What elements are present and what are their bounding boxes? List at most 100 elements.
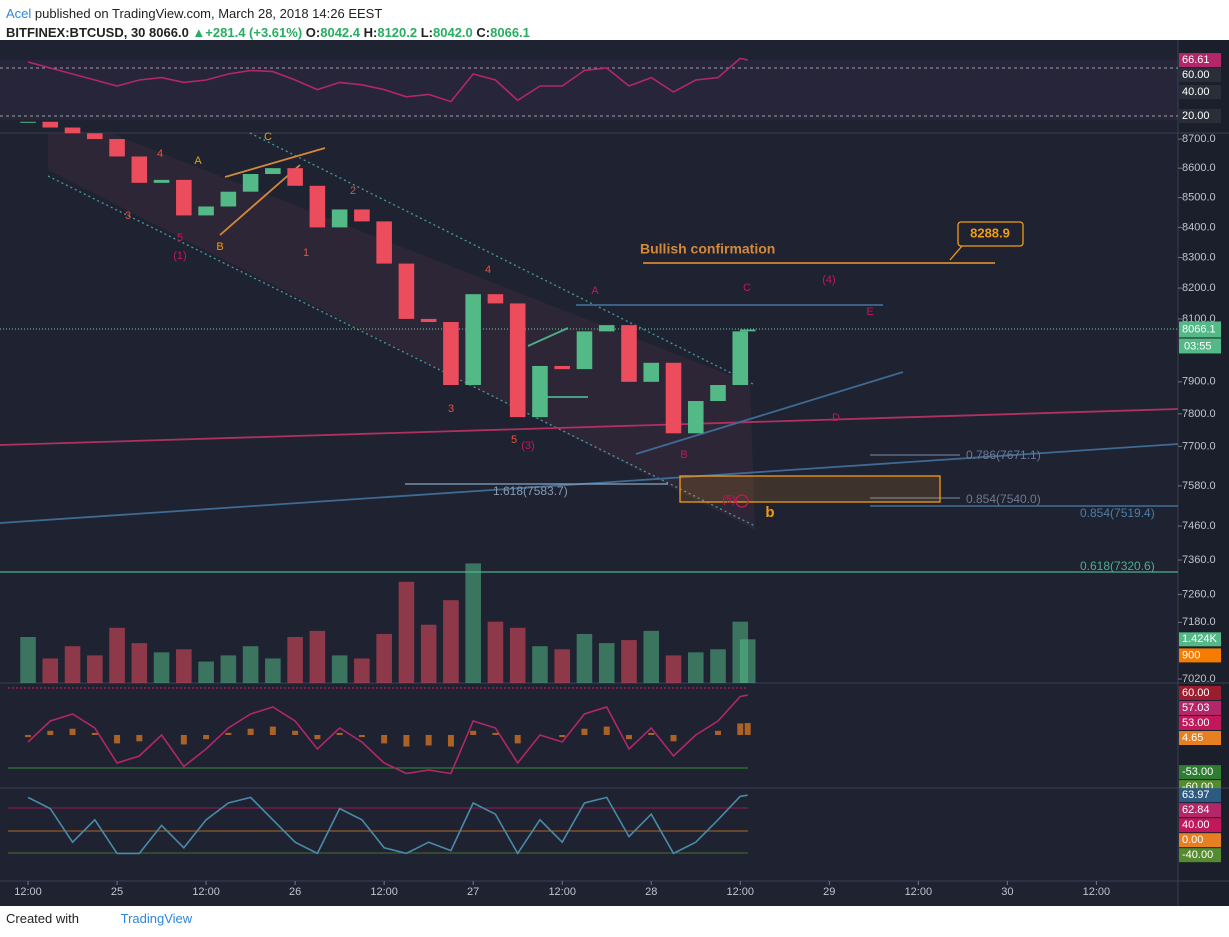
countdown: 03:55 bbox=[1184, 340, 1212, 352]
y-tick-label: 8200.0 bbox=[1182, 282, 1216, 294]
osc-line bbox=[27, 694, 748, 775]
candle bbox=[198, 206, 214, 216]
axis-badge bbox=[1179, 731, 1221, 745]
annotation: D bbox=[832, 412, 840, 424]
annotation: (5) bbox=[722, 494, 735, 506]
brand[interactable]: TradingView bbox=[120, 911, 193, 926]
countdown-bg bbox=[1179, 338, 1221, 354]
volume-bar bbox=[242, 646, 259, 683]
candle bbox=[354, 209, 370, 222]
volume-bar bbox=[598, 643, 615, 683]
annotation: C bbox=[264, 131, 272, 143]
osc-bar bbox=[91, 732, 98, 735]
candle bbox=[554, 365, 571, 370]
candle bbox=[621, 325, 637, 382]
candle bbox=[87, 133, 103, 140]
y-tick-label: 8300.0 bbox=[1182, 251, 1216, 263]
h-label: H: bbox=[363, 25, 378, 40]
close: 8066.1 bbox=[490, 25, 530, 40]
volume-bar bbox=[710, 649, 726, 683]
y-tick-label: 7360.0 bbox=[1182, 554, 1216, 566]
volume-bar bbox=[309, 630, 326, 683]
y-tick-label: 7180.0 bbox=[1182, 616, 1216, 628]
published: published on TradingView.com, March 28, … bbox=[31, 6, 383, 21]
change: +281.4 (+3.61%) bbox=[205, 25, 303, 40]
volume-bar bbox=[398, 581, 415, 683]
low: 8042.0 bbox=[433, 25, 473, 40]
annotation: 1.618(7583.7) bbox=[493, 484, 568, 498]
y-tick-label: 8700.0 bbox=[1182, 133, 1216, 145]
axis-badge-label: 4.65 bbox=[1182, 732, 1203, 744]
axis-badge bbox=[1179, 109, 1221, 123]
author[interactable]: Acel bbox=[6, 6, 32, 21]
x-tick-label: 12:00 bbox=[727, 886, 755, 898]
candle bbox=[153, 179, 170, 183]
osc-bar bbox=[358, 735, 365, 738]
rsi-line bbox=[27, 57, 748, 103]
volume-bar bbox=[487, 621, 504, 683]
y-tick-label: 8600.0 bbox=[1182, 162, 1216, 174]
osc-bar bbox=[69, 728, 76, 735]
volume-bar bbox=[739, 639, 756, 683]
candle bbox=[42, 121, 59, 128]
chart: 8288.9 8700.0 8600.0 8500.0 8400.0 8300.0 820… bbox=[0, 40, 1229, 906]
volume-bar bbox=[643, 630, 660, 683]
volume-bar bbox=[443, 600, 459, 683]
annotation: B bbox=[216, 241, 223, 253]
x-tick-label: 12:00 bbox=[1083, 886, 1111, 898]
candle bbox=[576, 331, 593, 370]
volume-bar bbox=[42, 658, 59, 683]
volume-bar bbox=[64, 646, 81, 683]
annotation: (3) bbox=[521, 440, 534, 452]
open: 8042.4 bbox=[320, 25, 360, 40]
volume-bar bbox=[465, 563, 481, 683]
x-tick-label: 26 bbox=[289, 886, 301, 898]
annotation: 3 bbox=[125, 210, 131, 222]
osc-bar bbox=[336, 732, 343, 735]
x-tick-label: 12:00 bbox=[548, 886, 576, 898]
axis-badge-label: 1.424K bbox=[1182, 633, 1218, 645]
axis-badge-label: 40.00 bbox=[1182, 819, 1210, 831]
channel bbox=[48, 133, 755, 530]
candle bbox=[220, 191, 237, 207]
volume-bar bbox=[153, 652, 170, 683]
axis-badge bbox=[1179, 848, 1221, 863]
price-badge bbox=[1179, 321, 1221, 338]
x-tick-label: 30 bbox=[1001, 886, 1013, 898]
axis-badge bbox=[1179, 85, 1221, 99]
volume-bar bbox=[420, 624, 437, 683]
axis-badge bbox=[1179, 818, 1221, 833]
annotation: 0.854(7519.4) bbox=[1080, 506, 1155, 520]
x-tick-label: 27 bbox=[467, 886, 479, 898]
high: 8120.2 bbox=[377, 25, 418, 40]
y-tick-label: 7460.0 bbox=[1182, 520, 1216, 532]
candle bbox=[398, 263, 415, 319]
annotation: 4 bbox=[485, 264, 491, 276]
candle bbox=[732, 331, 749, 386]
created: Created with bbox=[6, 911, 79, 926]
price-badge-label: 8066.1 bbox=[1182, 323, 1216, 335]
axis-badge-label: 63.97 bbox=[1182, 789, 1210, 801]
axis-badge bbox=[1179, 68, 1221, 83]
annotation: 2 bbox=[350, 185, 356, 197]
candle bbox=[331, 209, 348, 228]
volume-bar bbox=[176, 649, 192, 683]
axis-badge-label: 60.00 bbox=[1182, 687, 1210, 699]
y-tick-label: 7580.0 bbox=[1182, 480, 1216, 492]
annotation: b bbox=[765, 504, 774, 521]
axis-badge-label: 57.03 bbox=[1182, 702, 1210, 714]
osc-bar bbox=[492, 732, 499, 735]
annotation: 0.618(7320.6) bbox=[1080, 559, 1155, 573]
last: 8066.0 bbox=[149, 25, 189, 40]
x-tick-label: 12:00 bbox=[14, 886, 42, 898]
volume-bar bbox=[131, 643, 148, 683]
annotation: E bbox=[866, 306, 873, 318]
axis-badge-label: 900 bbox=[1182, 649, 1200, 661]
axis-badge-label: -53.00 bbox=[1182, 766, 1213, 778]
c-label: C: bbox=[476, 25, 491, 40]
candle bbox=[287, 168, 303, 186]
annotation: 3 bbox=[448, 403, 454, 415]
volume-bar bbox=[509, 627, 526, 683]
annotation: 5 bbox=[511, 434, 517, 446]
